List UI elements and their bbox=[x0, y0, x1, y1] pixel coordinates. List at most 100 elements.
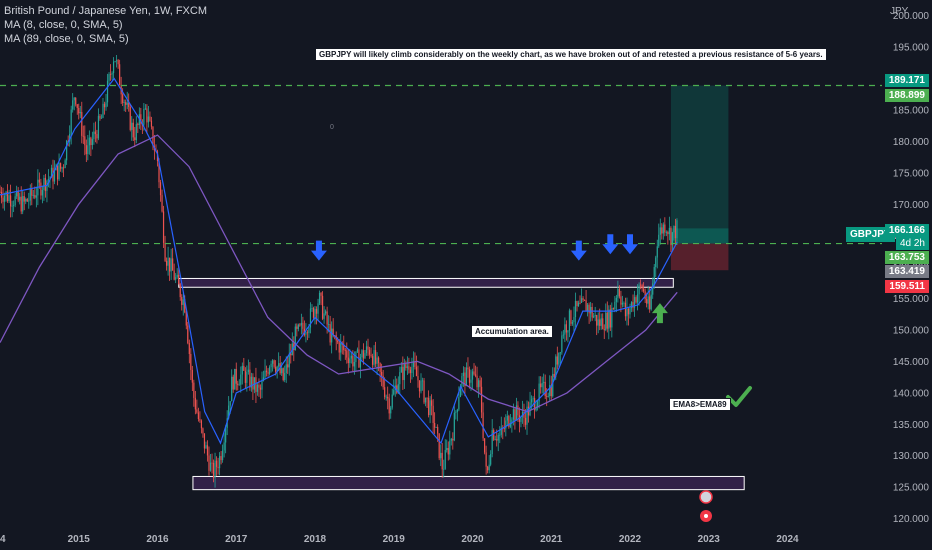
y-tick-label: 180.000 bbox=[893, 137, 930, 148]
candle-body bbox=[447, 448, 449, 455]
candle-body bbox=[140, 114, 142, 124]
candle-body bbox=[123, 102, 125, 103]
candle-body bbox=[371, 356, 374, 365]
candle-body bbox=[35, 195, 37, 198]
candle-body bbox=[583, 300, 586, 301]
candle-body bbox=[16, 190, 18, 197]
candle-body bbox=[170, 258, 172, 272]
candle-body bbox=[321, 295, 324, 319]
candle-body bbox=[323, 313, 325, 319]
candle-body bbox=[238, 384, 240, 386]
candle-body bbox=[381, 371, 383, 376]
candle-body bbox=[435, 427, 437, 428]
candle-body bbox=[109, 74, 112, 75]
candle-body bbox=[146, 108, 148, 123]
candle-body bbox=[503, 428, 505, 429]
candle-body bbox=[173, 270, 175, 280]
candle-body bbox=[211, 462, 213, 464]
candle-body bbox=[337, 340, 339, 343]
candle-body bbox=[91, 139, 93, 146]
current-price-label: 166.166 bbox=[884, 224, 929, 237]
candle-body bbox=[278, 363, 280, 367]
candle-body bbox=[308, 327, 310, 334]
candle-body bbox=[611, 308, 613, 328]
candle-body bbox=[246, 372, 248, 383]
open-profit-zone bbox=[670, 228, 729, 244]
arrow-down-icon bbox=[310, 240, 327, 261]
candle-body bbox=[40, 182, 42, 196]
candle-body bbox=[550, 385, 552, 397]
candle-body bbox=[2, 197, 4, 202]
ticker-label: GBPJPY bbox=[846, 227, 895, 242]
candle-body bbox=[129, 106, 131, 130]
candle-body bbox=[605, 312, 607, 331]
candle-body bbox=[594, 315, 596, 317]
candle-body bbox=[494, 439, 496, 441]
candle-body bbox=[318, 292, 321, 304]
candle-body bbox=[446, 448, 448, 451]
candle-body bbox=[41, 190, 44, 196]
stop-label: 159.511 bbox=[885, 280, 929, 293]
candle-body bbox=[661, 227, 663, 234]
candle-body bbox=[538, 383, 540, 402]
candle-body bbox=[524, 417, 527, 425]
candle-body bbox=[462, 372, 465, 377]
candle-body bbox=[231, 376, 233, 402]
candle-body bbox=[79, 111, 81, 114]
candle-body bbox=[34, 194, 36, 198]
candle-body bbox=[603, 329, 605, 331]
candle-body bbox=[346, 350, 348, 358]
arrow-up-icon bbox=[651, 303, 668, 324]
candle-body bbox=[402, 366, 404, 381]
candle-body bbox=[131, 122, 133, 130]
candle-body bbox=[452, 438, 454, 441]
candle-body bbox=[459, 386, 461, 398]
candle-body bbox=[615, 297, 617, 302]
candle-body bbox=[244, 370, 246, 383]
candle-body bbox=[206, 445, 209, 456]
candle-body bbox=[432, 405, 434, 423]
candle-body bbox=[187, 325, 189, 344]
candle-body bbox=[114, 61, 116, 62]
candle-body bbox=[128, 102, 130, 107]
candle-body bbox=[331, 328, 333, 343]
y-tick-label: 155.000 bbox=[893, 294, 930, 305]
candle-body bbox=[482, 412, 484, 439]
candle-body bbox=[241, 365, 243, 375]
candle-body bbox=[317, 303, 319, 314]
candle-body bbox=[497, 435, 499, 441]
candle-body bbox=[182, 299, 184, 305]
candle-body bbox=[217, 466, 219, 469]
candle-body bbox=[172, 258, 174, 271]
candle-body bbox=[296, 326, 298, 329]
candle-body bbox=[533, 398, 536, 411]
candle-body bbox=[43, 177, 45, 191]
y-tick-label: 185.000 bbox=[893, 106, 930, 117]
candle-body bbox=[440, 452, 442, 459]
candle-body bbox=[100, 117, 103, 119]
candle-body bbox=[281, 368, 283, 374]
candle-body bbox=[105, 102, 107, 108]
candle-body bbox=[505, 420, 507, 429]
target-line-label: 188.899 bbox=[884, 89, 929, 102]
candle-body bbox=[243, 365, 245, 371]
candle-body bbox=[426, 397, 428, 399]
x-tick-label: 2018 bbox=[304, 534, 327, 545]
candle-body bbox=[500, 427, 502, 435]
candle-body bbox=[673, 225, 675, 233]
candle-body bbox=[633, 297, 636, 308]
candle-body bbox=[365, 346, 368, 354]
candle-body bbox=[31, 188, 33, 196]
candle-body bbox=[185, 312, 187, 326]
candle-body bbox=[352, 355, 354, 367]
candle-body bbox=[117, 60, 119, 65]
x-tick-label: 2020 bbox=[461, 534, 484, 545]
candle-body bbox=[225, 427, 227, 443]
candle-body bbox=[626, 308, 628, 317]
candle-body bbox=[653, 267, 655, 284]
candle-body bbox=[464, 372, 466, 386]
candle-body bbox=[621, 302, 624, 305]
x-axis: 14 2015 2016 2017 2018 2019 2020 2021 2022 2023 20… bbox=[0, 534, 799, 545]
candle-body bbox=[338, 342, 340, 353]
